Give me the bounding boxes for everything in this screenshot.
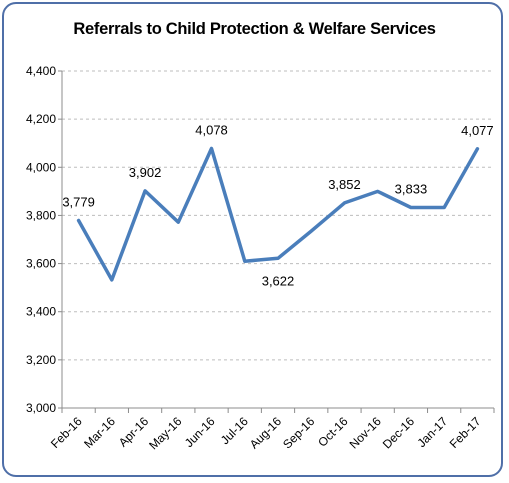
x-tick-label: Feb-16 <box>48 414 85 451</box>
x-tick-label: Mar-16 <box>81 414 118 451</box>
y-tick-label: 4,000 <box>26 160 56 174</box>
x-tick-label: Apr-16 <box>116 414 152 450</box>
data-label: 4,078 <box>195 123 228 138</box>
x-tick-label: Jan-17 <box>414 414 450 450</box>
x-tick-label: May-16 <box>146 414 184 452</box>
x-tick-label: Aug-16 <box>247 414 284 451</box>
y-tick-label: 3,800 <box>26 208 56 222</box>
x-tick-label: Jun-16 <box>182 414 218 450</box>
chart-title: Referrals to Child Protection & Welfare … <box>73 20 436 38</box>
y-tick-label: 3,400 <box>26 305 56 319</box>
y-tick-label: 3,000 <box>26 401 56 415</box>
x-tick-label: Nov-16 <box>347 414 384 451</box>
y-tick-label: 4,200 <box>26 112 56 126</box>
data-label: 3,902 <box>129 165 162 180</box>
y-tick-label: 3,600 <box>26 257 56 271</box>
data-label: 3,833 <box>395 181 428 196</box>
data-label: 3,779 <box>62 194 95 209</box>
x-tick-label: Dec-16 <box>380 414 417 451</box>
data-label: 4,077 <box>461 123 494 138</box>
chart-frame <box>2 2 503 477</box>
x-tick-label: Feb-17 <box>447 414 484 451</box>
x-tick-label: Oct-16 <box>315 414 351 450</box>
y-tick-label: 3,200 <box>26 353 56 367</box>
y-tick-label: 4,400 <box>26 64 56 78</box>
x-tick-label: Sep-16 <box>280 414 317 451</box>
data-label: 3,852 <box>328 177 361 192</box>
data-label: 3,622 <box>262 273 295 288</box>
